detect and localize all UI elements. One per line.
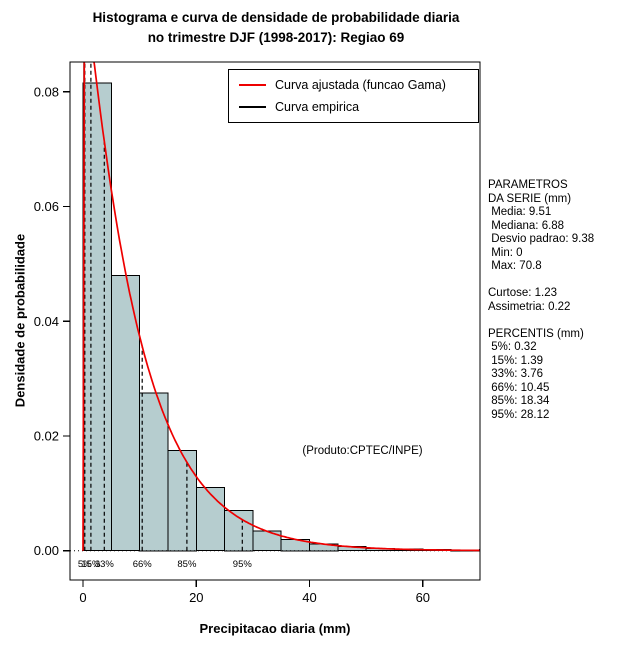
legend-label-empirical: Curva empirica [275,100,360,114]
percentile-label: 5% [78,559,92,570]
percentile-label: 15% [81,559,101,570]
product-annotation: (Produto:CPTEC/INPE) [302,445,423,457]
legend: Curva ajustada (funcao Gama) Curva empir… [228,69,479,123]
stats-line: 66%: 10.45 [488,381,550,394]
x-tick-label: 0 [79,590,86,605]
chart-title-line-1: Histograma e curva de densidade de proba… [92,10,460,25]
stats-line: 15%: 1.39 [488,354,543,367]
x-tick-label: 60 [416,590,430,605]
stats-line: Max: 70.8 [488,260,542,272]
y-axis-title: Densidade de probabilidade [12,233,28,408]
percentile-label: 33% [95,559,115,570]
stats-line: PARAMETROS [488,179,568,191]
stats-line: Assimetria: 0.22 [488,300,571,313]
stats-line: Media: 9.51 [488,206,552,218]
y-tick-label: 0.02 [34,429,59,444]
y-tick-label: 0.08 [34,84,59,99]
stats-line: Desvio padrao: 9.38 [488,233,595,245]
stats-line: DA SERIE (mm) [488,192,572,205]
stats-line [488,274,594,288]
x-tick-label: 40 [302,590,316,605]
gamma-curve [82,61,480,552]
legend-item-fitted: Curva ajustada (funcao Gama) [239,78,468,92]
stats-line: 85%: 18.34 [488,395,550,407]
series-parameters-panel: PARAMETROS DA SERIE (mm) Media: 9.51 Medi… [488,179,594,422]
fitted-curve-swatch [239,84,266,86]
x-axis-title: Precipitacao diaria (mm) [199,621,351,636]
stats-line: Curtose: 1.23 [488,287,558,299]
histogram-bar [167,449,197,552]
y-tick-label: 0.04 [34,314,59,329]
y-tick-label: 0.06 [34,199,59,214]
stats-line [488,314,594,328]
empirical-curve-swatch [239,106,266,108]
stats-line: PERCENTIS (mm) [488,327,584,340]
percentile-label: 95% [233,559,253,570]
stats-line: 33%: 3.76 [488,368,543,380]
percentile-label: 85% [177,559,197,570]
x-tick-label: 20 [189,590,203,605]
histogram-bar [195,487,226,552]
stats-line: 95%: 28.12 [488,408,550,421]
histogram-bar [139,392,169,552]
stats-line: Mediana: 6.88 [488,219,565,232]
chart-title-line-2: no trimestre DJF (1998-2017): Regiao 69 [147,30,405,45]
y-tick-label: 0.00 [34,543,59,558]
percentile-label: 66% [133,559,153,570]
legend-item-empirical: Curva empirica [239,100,468,114]
stats-line: 5%: 0.32 [488,341,537,353]
stats-line: Min: 0 [488,246,523,259]
histogram-bar [82,82,112,552]
chart-title: Histograma e curva de densidade de proba… [0,8,552,48]
legend-label-fitted: Curva ajustada (funcao Gama) [275,78,446,92]
